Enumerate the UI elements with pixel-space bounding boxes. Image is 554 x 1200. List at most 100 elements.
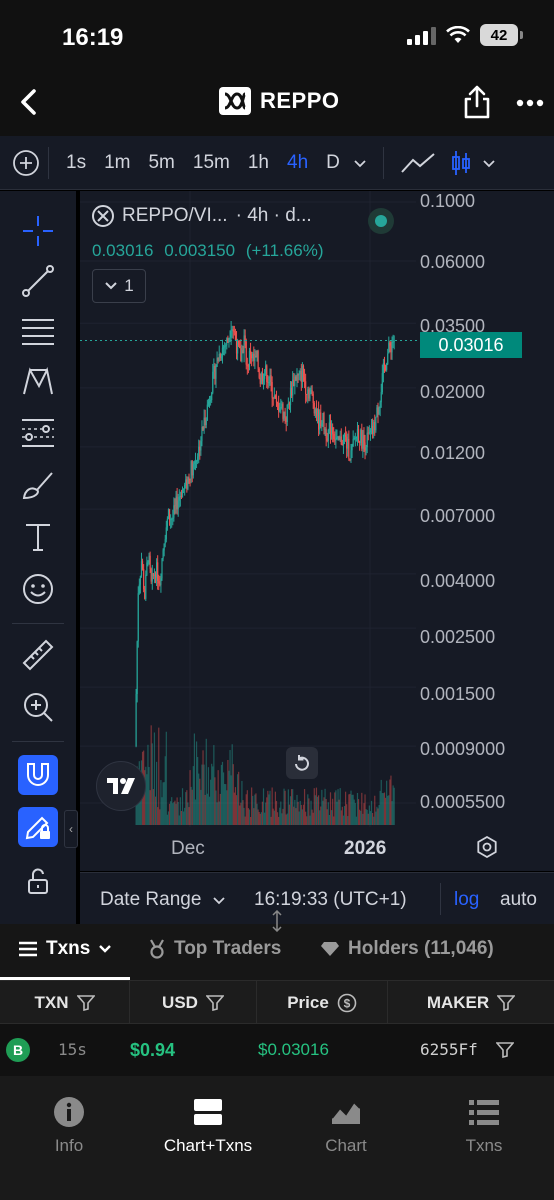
candlestick-chart-canvas[interactable] [80, 191, 554, 871]
back-arrow-icon[interactable] [14, 86, 46, 118]
maker-filter-icon[interactable] [496, 1042, 514, 1058]
filter-icon[interactable] [76, 995, 95, 1011]
add-indicator-icon[interactable] [12, 149, 40, 177]
zoom-tool[interactable] [18, 687, 58, 727]
emoji-tool[interactable] [18, 569, 58, 609]
chart-type-chevron-down-icon[interactable] [482, 158, 496, 168]
timeframe-4h[interactable]: 4h [287, 151, 309, 173]
volume-bar [298, 811, 300, 825]
candle-body [137, 593, 139, 642]
timeframe-1s[interactable]: 1s [66, 151, 87, 173]
date-range-selector[interactable]: Date Range [100, 889, 225, 911]
reset-chart-button[interactable] [286, 747, 318, 779]
tab-top-traders[interactable]: Top Traders [148, 938, 281, 960]
column-usd[interactable]: USD [130, 981, 257, 1025]
volume-bar [190, 786, 192, 825]
volume-bar [213, 745, 215, 825]
candle-body [161, 558, 163, 579]
measure-tool[interactable] [18, 635, 58, 675]
volume-bar [200, 789, 202, 825]
timeframe-1h[interactable]: 1h [247, 151, 269, 173]
volume-bar [211, 763, 213, 825]
magnet-tool[interactable] [18, 755, 58, 795]
lock-drawings-tool[interactable] [18, 807, 58, 847]
txn-maker[interactable]: 6255Ff [420, 1040, 478, 1059]
ohlc-close: 0.03016 [92, 241, 154, 260]
candle-body [167, 509, 170, 519]
trend-line-tool[interactable] [18, 261, 58, 301]
column-maker[interactable]: MAKER [388, 981, 554, 1025]
volume-bar [334, 792, 336, 825]
unlock-tool[interactable] [18, 861, 58, 901]
candle-body [308, 389, 310, 399]
candle-body [306, 394, 308, 396]
crosshair-tool[interactable] [18, 211, 58, 251]
text-tool[interactable] [18, 517, 58, 557]
tab-txns[interactable]: Txns [18, 938, 112, 960]
nav-info[interactable]: Info [9, 1096, 129, 1156]
more-options-icon[interactable] [516, 98, 544, 108]
timeframe-d[interactable]: D [326, 151, 340, 173]
indicators-toggle[interactable]: 1 [92, 269, 146, 303]
tab-label: Top Traders [174, 938, 282, 959]
wifi-icon [446, 26, 470, 43]
auto-scale-toggle[interactable]: auto [500, 889, 537, 910]
candle-body [148, 555, 150, 561]
timeframe-15m[interactable]: 15m [192, 151, 230, 173]
status-time: 16:19 [62, 24, 124, 51]
brush-tool[interactable] [18, 465, 58, 505]
filter-icon[interactable] [497, 995, 516, 1011]
timeframe-chevron-down-icon[interactable] [353, 158, 367, 168]
volume-bar [255, 793, 257, 825]
volume-bar [289, 796, 292, 825]
nav-chart[interactable]: Chart [286, 1096, 406, 1156]
volume-bar [160, 780, 162, 825]
forecast-tool[interactable] [18, 413, 58, 453]
pattern-tool[interactable] [18, 361, 58, 401]
volume-bar [144, 770, 146, 825]
timeframe-1m[interactable]: 1m [104, 151, 131, 173]
volume-bar [335, 790, 337, 825]
brush-icon [22, 472, 53, 500]
candle-body [259, 377, 261, 384]
nav-chart-txns[interactable]: Chart+Txns [148, 1096, 268, 1156]
volume-bar [373, 816, 375, 825]
symbol-legend[interactable]: REPPO/VI... · 4h · d... [92, 205, 312, 227]
tab-holders[interactable]: Holders (11,046) [320, 938, 494, 960]
collapse-panel-handle[interactable]: ‹ [64, 810, 78, 848]
candle-body [305, 381, 307, 395]
volume-bar [260, 812, 262, 825]
column-price[interactable]: Price $ [257, 981, 388, 1025]
active-tab-indicator [0, 977, 130, 980]
volume-bar [369, 811, 372, 825]
timeframe-5m[interactable]: 5m [148, 151, 175, 173]
nav-txns[interactable]: Txns [424, 1096, 544, 1156]
volume-bar [316, 796, 319, 825]
candle-body [368, 432, 370, 434]
filter-icon[interactable] [205, 995, 224, 1011]
candle-body [269, 374, 271, 383]
resize-handle-icon[interactable] [270, 910, 284, 932]
chart-settings-icon[interactable] [476, 836, 498, 858]
tradingview-logo[interactable] [96, 761, 146, 811]
candle-body [177, 500, 179, 510]
fib-retracement-tool[interactable] [18, 311, 58, 351]
candle-body [390, 345, 392, 353]
line-chart-type-icon[interactable] [400, 151, 436, 175]
candle-body [289, 387, 292, 406]
chart-clock[interactable]: 16:19:33 (UTC+1) [254, 889, 407, 910]
currency-toggle-icon[interactable]: $ [337, 993, 357, 1013]
candle-body [222, 347, 225, 349]
volume-bar [175, 803, 177, 825]
column-txn[interactable]: TXN [0, 981, 130, 1025]
price-chart[interactable]: REPPO/VI... · 4h · d... 0.03016 0.003150… [80, 191, 554, 871]
candle-body [253, 353, 255, 362]
candle-body [382, 363, 384, 374]
volume-bar [156, 761, 158, 825]
table-row[interactable]: B 15s $0.94 $0.03016 6255Ff [0, 1024, 554, 1076]
candlestick-chart-type-icon[interactable] [450, 149, 472, 177]
log-scale-toggle[interactable]: log [454, 889, 480, 910]
volume-bar [153, 732, 156, 825]
share-icon[interactable] [462, 84, 492, 120]
candle-body [268, 382, 270, 384]
